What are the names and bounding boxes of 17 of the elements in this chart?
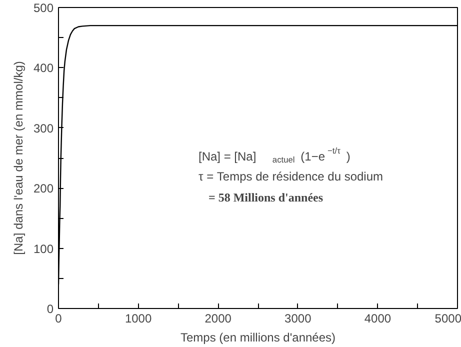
x-tick-label: 5000 <box>434 312 461 326</box>
x-tick-label: 0 <box>55 312 62 326</box>
x-tick-label: 2000 <box>204 312 232 326</box>
annotation: = 58 Millions d'années <box>208 190 324 204</box>
x-axis-title: Temps (en millions d'années) <box>180 330 336 344</box>
y-tick-label: 400 <box>33 61 54 76</box>
y-tick-label: 200 <box>33 182 54 196</box>
y-axis-title: [Na] dans l'eau de mer (en mmol/kg) <box>11 61 26 255</box>
y-tick-label: 500 <box>33 1 54 15</box>
x-tick-label: 4000 <box>364 312 392 326</box>
y-tick-label: 300 <box>33 121 54 136</box>
x-tick-label: 3000 <box>284 312 312 326</box>
text: [Na] = [Na]actuel(1−e−t/τ) <box>198 146 350 164</box>
x-tick-label: 1000 <box>124 312 152 326</box>
y-tick-label: 0 <box>46 302 54 316</box>
y-tick-label: 100 <box>33 242 54 256</box>
annotation: τ = Temps de résidence du sodium <box>198 170 384 184</box>
